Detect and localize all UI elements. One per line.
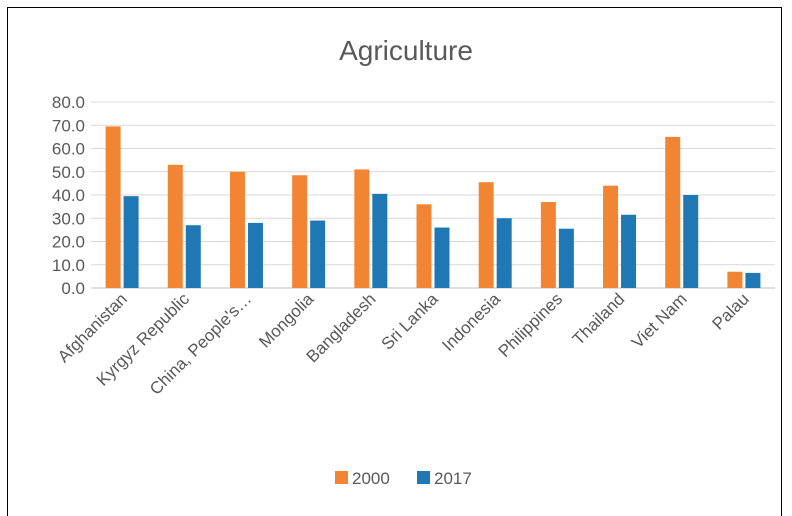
bars: [105, 126, 761, 288]
bar-2000: [354, 169, 370, 288]
chart-frame: [7, 7, 782, 516]
bar-2000: [603, 185, 619, 288]
y-tick-label: 40.0: [52, 186, 85, 205]
bar-2017: [372, 193, 388, 288]
bar-2017: [683, 195, 699, 288]
y-tick-label: 70.0: [52, 116, 85, 135]
bar-2000: [540, 201, 556, 288]
legend-swatch-2000: [335, 471, 348, 484]
legend: 2000 2017: [335, 469, 472, 488]
y-axis-ticks: 0.0 10.0 20.0 30.0 40.0 50.0 60.0 70.0 80.0: [52, 93, 85, 298]
bar-2000: [229, 171, 245, 288]
legend-label: 2017: [434, 469, 472, 488]
bar-2017: [745, 272, 761, 288]
bar-2000: [478, 182, 494, 288]
category-label: Philippines: [495, 289, 567, 361]
category-label: Indonesia: [438, 289, 504, 355]
y-tick-label: 10.0: [52, 256, 85, 275]
y-tick-label: 50.0: [52, 163, 85, 182]
category-label: Viet Nam: [628, 289, 691, 352]
y-tick-label: 0.0: [61, 279, 85, 298]
bar-2017: [185, 225, 201, 288]
y-tick-label: 80.0: [52, 93, 85, 112]
bar-2017: [496, 218, 512, 288]
bar-2017: [558, 228, 574, 288]
gridlines: [91, 101, 775, 289]
y-tick-label: 30.0: [52, 209, 85, 228]
chart-title: Agriculture: [339, 35, 473, 66]
bar-2000: [167, 164, 183, 288]
bar-2000: [105, 126, 121, 288]
category-label: Thailand: [569, 289, 629, 349]
bar-2000: [416, 204, 432, 288]
y-tick-label: 20.0: [52, 233, 85, 252]
category-label: Mongolia: [255, 289, 318, 352]
bar-2017: [621, 214, 637, 288]
legend-label: 2000: [352, 469, 390, 488]
bar-2017: [123, 196, 139, 288]
bar-2000: [665, 136, 681, 288]
y-tick-label: 60.0: [52, 140, 85, 159]
bar-2017: [434, 227, 450, 288]
bar-2017: [310, 220, 326, 288]
bar-2017: [247, 222, 263, 288]
category-label: Palau: [709, 289, 753, 333]
category-label: Sri Lanka: [378, 289, 443, 354]
legend-swatch-2017: [417, 471, 430, 484]
bar-2000: [727, 271, 743, 288]
bar-2000: [292, 175, 308, 288]
